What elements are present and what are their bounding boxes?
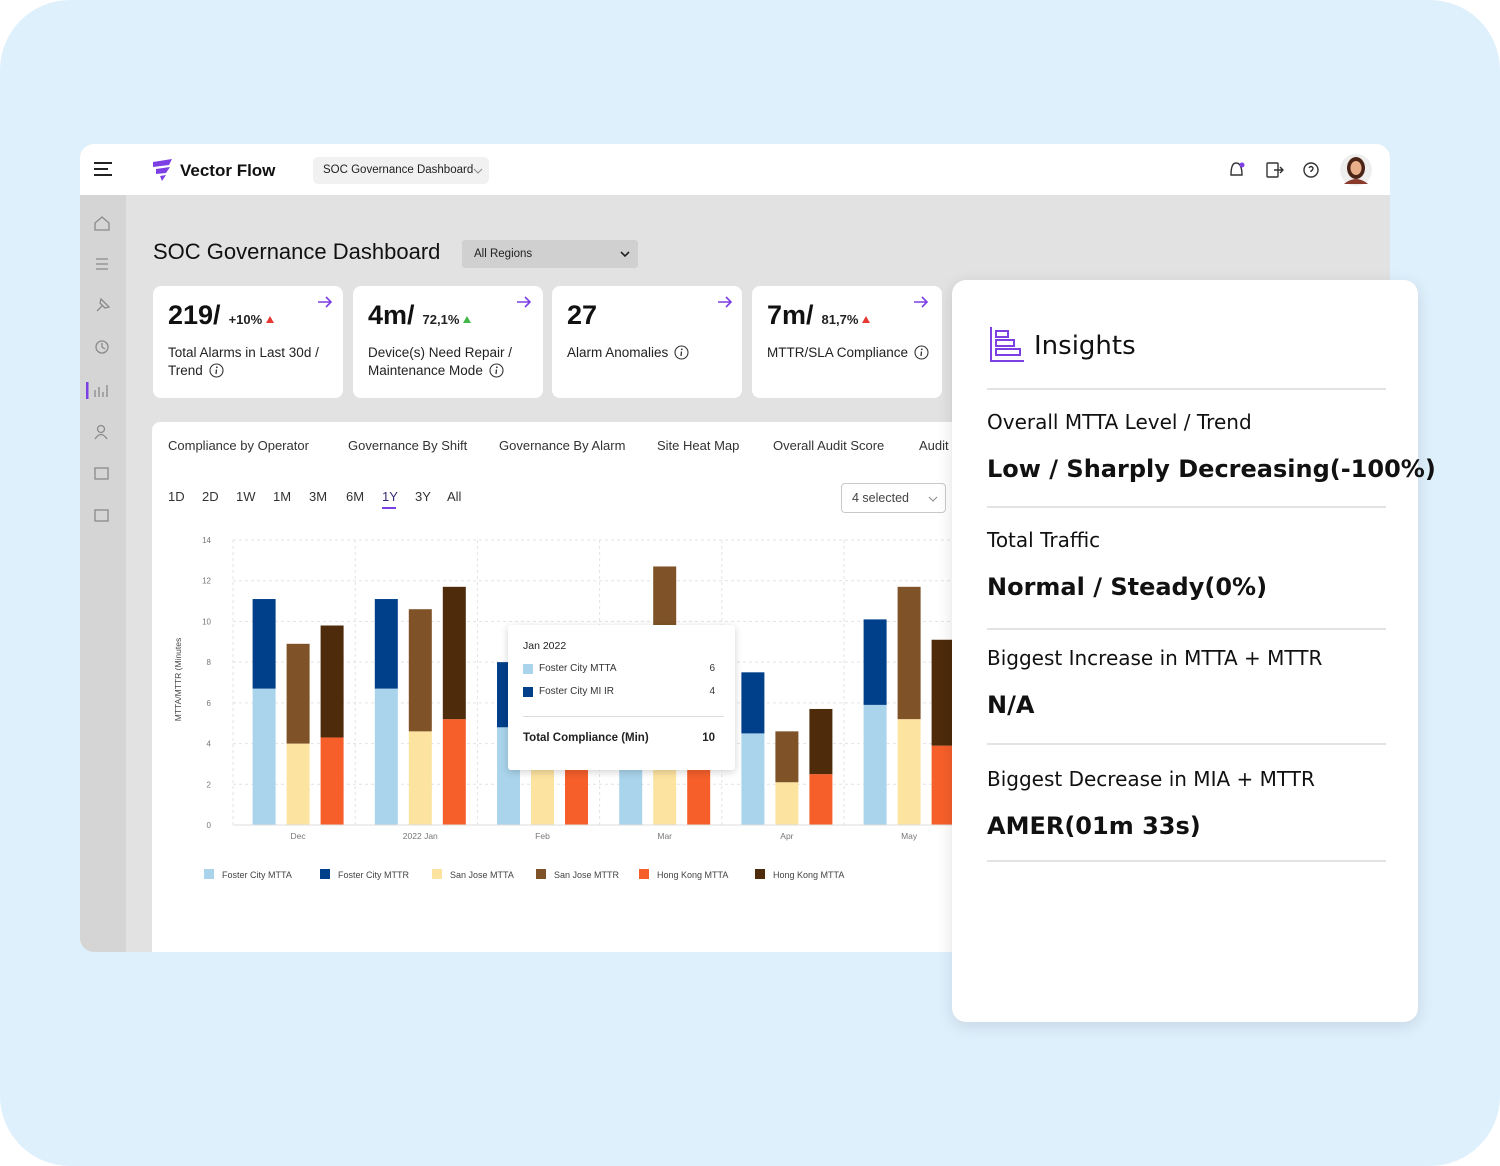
range-underline (382, 507, 396, 509)
info-icon[interactable] (674, 345, 689, 360)
tooltip-title: Jan 2022 (523, 640, 567, 652)
kpi-change: +10% (228, 312, 263, 327)
info-icon[interactable] (914, 345, 929, 360)
tooltip-divider (523, 716, 724, 717)
header-icons[interactable] (1230, 162, 1319, 178)
trend-arrow (266, 316, 275, 323)
insight-label: Total Traffic (987, 528, 1101, 552)
sidebar-icons[interactable] (94, 216, 111, 522)
tab[interactable]: Overall Audit Score (773, 438, 885, 453)
kpi-value: 7m/ (767, 300, 814, 330)
insights-panel: Insights Overall MTTA Level / Trend Low / … (952, 280, 1436, 1022)
divider (987, 388, 1386, 390)
insights-icon (990, 327, 1024, 362)
range-option[interactable]: 1W (236, 489, 256, 504)
chevron (473, 168, 483, 174)
kpi-card[interactable]: 219/ +10% Total Alarms in Last 30d / Trend (153, 286, 343, 398)
trend-arrow (862, 316, 871, 323)
insights-title: Insights (1034, 331, 1136, 361)
tooltip-swatch (523, 687, 533, 697)
kpi-change: 81,7% (821, 312, 859, 327)
chevron (928, 496, 938, 502)
kpi-card[interactable]: 7m/81,7% MTTR/SLA Compliance (752, 286, 942, 398)
menu-icon[interactable] (94, 162, 112, 176)
range-option[interactable]: All (447, 489, 462, 504)
tooltip-total-value: 10 (702, 732, 715, 744)
tab[interactable]: Compliance by Operator (168, 438, 309, 453)
kpi-value: 219/ (168, 300, 221, 330)
tooltip: Jan 2022 Foster City MTTA 6 Foster City MI … (508, 625, 735, 770)
insight-label: Biggest Increase in MTTA + MTTR (987, 646, 1323, 670)
kpi-label: Maintenance Mode (368, 363, 504, 378)
insight-label: Overall MTTA Level / Trend (987, 410, 1252, 434)
series-select[interactable]: 4 selected (841, 483, 946, 513)
active-indicator (86, 382, 89, 399)
insight-label: Biggest Decrease in MIA + MTTR (987, 767, 1315, 791)
tooltip-row-value: 6 (709, 663, 715, 674)
range-option[interactable]: 1D (168, 489, 185, 504)
info-icon[interactable] (489, 363, 504, 378)
kpi-card[interactable]: 27 Alarm Anomalies (552, 286, 742, 398)
avatar[interactable] (1340, 154, 1372, 186)
insight-value: AMER(01m 33s) (987, 812, 1201, 840)
range-option[interactable]: 3M (309, 489, 328, 504)
kpi-label: Alarm Anomalies (567, 345, 689, 360)
info-icon[interactable] (209, 363, 224, 378)
divider (987, 506, 1386, 508)
kpi-label: MTTR/SLA Compliance (767, 345, 929, 360)
brand: Vector Flow (180, 161, 276, 180)
insight-value: N/A (987, 691, 1035, 719)
kpi-label: Total Alarms in Last 30d / (168, 345, 319, 360)
insight-value: Normal / Steady(0%) (987, 573, 1268, 601)
region-select-text: All Regions (474, 248, 533, 260)
divider (987, 860, 1386, 862)
range-option[interactable]: 1M (273, 489, 292, 504)
dashboard-select[interactable]: SOC Governance Dashboard (313, 157, 489, 184)
range-option[interactable]: 1Y (382, 489, 398, 504)
tab[interactable]: Governance By Shift (348, 438, 468, 453)
trend-arrow (463, 316, 472, 323)
kpi-value-row: 219/ +10% (168, 300, 275, 331)
kpi-value: 27 (567, 300, 598, 330)
tooltip-swatch (523, 664, 533, 674)
series-select-text: 4 selected (852, 491, 909, 505)
divider (987, 628, 1386, 630)
chevron (620, 251, 630, 258)
card-arrows[interactable] (318, 296, 929, 308)
kpi-label: Device(s) Need Repair / (368, 345, 513, 360)
dashboard-select-text: SOC Governance Dashboard (323, 164, 474, 176)
kpi-value-row: 4m/72,1% (368, 300, 472, 331)
tooltip-total-label: Total Compliance (Min) (523, 732, 649, 744)
insight-value: Low / Sharply Decreasing(-100%) (987, 455, 1436, 483)
tooltip-row-value: 4 (709, 686, 715, 697)
top-bar (80, 144, 1390, 195)
sidebar (80, 195, 126, 952)
kpi-label: Trend (168, 363, 224, 378)
tab[interactable]: Governance By Alarm (499, 438, 626, 453)
region-select[interactable]: All Regions (462, 240, 638, 268)
range-option[interactable]: 6M (346, 489, 365, 504)
tab[interactable]: Site Heat Map (657, 438, 740, 453)
kpi-card[interactable]: 4m/72,1% Device(s) Need Repair / Maintenan… (353, 286, 543, 398)
page-title: SOC Governance Dashboard (153, 239, 441, 264)
kpi-value-row: 7m/81,7% (767, 300, 871, 331)
divider (987, 743, 1386, 745)
kpi-value: 4m/ (368, 300, 415, 330)
kpi-change: 72,1% (422, 312, 460, 327)
kpi-value-row: 27 (567, 300, 597, 331)
range-option[interactable]: 2D (202, 489, 219, 504)
tab[interactable]: Audit (919, 438, 949, 453)
tooltip-row-label: Foster City MTTA (539, 663, 617, 674)
tooltip-row-label: Foster City MI IR (539, 686, 615, 697)
logo (153, 159, 172, 181)
range-option[interactable]: 3Y (415, 489, 431, 504)
